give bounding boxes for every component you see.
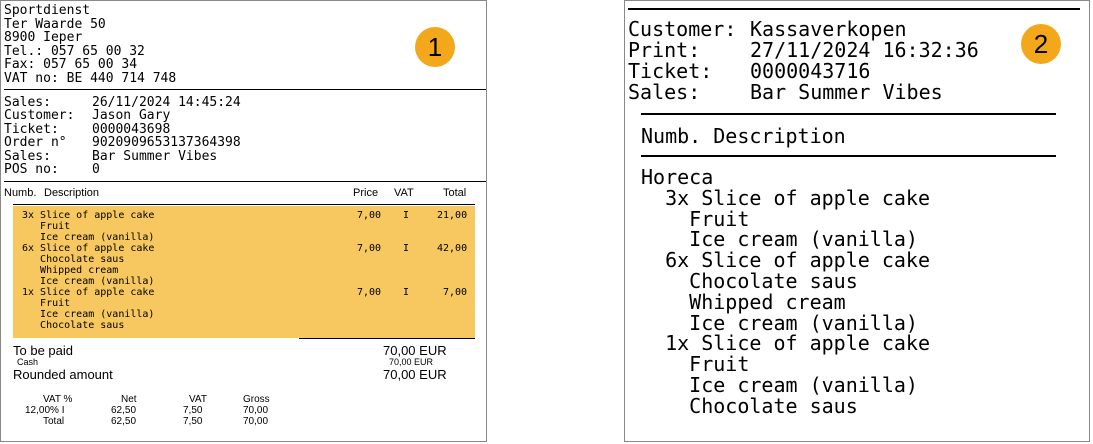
line-item-text: 6x Slice of apple cake Chocolate saus Wh… bbox=[22, 243, 155, 287]
vat-cell: 12,00% I bbox=[25, 405, 65, 416]
list-item: Whipped cream bbox=[641, 289, 846, 314]
shop-city: 8900 Ieper bbox=[4, 30, 83, 46]
ticket-info: Sales: 26/11/2024 14:45:24 Customer: Jason… bbox=[4, 95, 241, 178]
line-item-text: 1x Slice of apple cake Fruit Ice cream (… bbox=[22, 287, 155, 331]
info-row: Ticket: 0000043698 bbox=[4, 121, 171, 137]
list-item: Chocolate saus bbox=[641, 393, 858, 418]
vat-header: Gross bbox=[243, 394, 270, 405]
callout-badge-1: 1 bbox=[415, 27, 455, 67]
divider bbox=[641, 155, 1056, 157]
info-row: Sales: 26/11/2024 14:45:24 bbox=[4, 95, 241, 110]
vat-cell: 70,00 bbox=[243, 416, 269, 427]
col-total: Total bbox=[443, 187, 467, 199]
vat-header: Net bbox=[121, 394, 137, 405]
shop-name: Sportdienst bbox=[4, 3, 91, 18]
list-item: 1x Slice of apple cake bbox=[641, 331, 930, 356]
rounded-amount-label: Rounded amount bbox=[13, 367, 113, 382]
line-price: 7,00 bbox=[357, 210, 382, 221]
print-info: Customer: Kassaverkopen Print: 27/11/2024 … bbox=[628, 19, 979, 103]
vat-cell: Total bbox=[43, 416, 65, 427]
info-row: Order n° 9020909653137364398 bbox=[4, 135, 241, 151]
vat-cell: 62,50 bbox=[111, 416, 137, 427]
vat-cell: 7,50 bbox=[183, 416, 203, 427]
callout-badge-2: 2 bbox=[1021, 24, 1061, 64]
list-item: 3x Slice of apple cake bbox=[641, 185, 930, 210]
line-price: 7,00 bbox=[357, 287, 382, 298]
divider bbox=[641, 113, 1056, 115]
vat-header: VAT % bbox=[43, 394, 73, 405]
shop-header: Sportdienst Ter Waarde 50 8900 Ieper Tel… bbox=[4, 4, 176, 86]
to-be-paid-label: To be paid bbox=[13, 343, 73, 358]
vat-cell: 70,00 bbox=[243, 405, 269, 416]
info-row: Sales: Bar Summer Vibes bbox=[628, 80, 943, 104]
order-lines: 3x Slice of apple cake Fruit Ice cream (… bbox=[13, 206, 475, 338]
info-row: Customer: Kassaverkopen bbox=[628, 17, 907, 41]
shop-tel: Tel.: 057 65 00 32 bbox=[4, 43, 145, 59]
vat-cell: 62,50 bbox=[111, 405, 137, 416]
list-item: Ice cream (vanilla) bbox=[641, 372, 918, 397]
kitchen-items: Horeca 3x Slice of apple cake Fruit Ice … bbox=[641, 167, 930, 417]
cash-value: 70,00 EUR bbox=[389, 357, 434, 367]
col-price: Price bbox=[353, 187, 379, 199]
info-row: Sales: Bar Summer Vibes bbox=[4, 148, 218, 164]
line-vat: I bbox=[403, 287, 410, 298]
list-item: Horeca bbox=[641, 165, 714, 189]
line-price: 7,00 bbox=[357, 243, 382, 254]
divider bbox=[628, 8, 1080, 10]
column-headers: Numb. Description Price VAT Total bbox=[4, 187, 484, 201]
line-total: 21,00 bbox=[437, 210, 468, 221]
divider bbox=[4, 181, 486, 182]
cash-label: Cash bbox=[17, 357, 39, 367]
col-vat: VAT bbox=[394, 187, 414, 199]
divider bbox=[4, 89, 486, 90]
column-header: Numb. Description bbox=[641, 124, 846, 148]
col-description: Description bbox=[44, 187, 100, 199]
line-vat: I bbox=[403, 210, 410, 221]
info-row: Print: 27/11/2024 16:32:36 bbox=[628, 38, 979, 62]
shop-vat-no: VAT no: BE 440 714 748 bbox=[4, 70, 177, 86]
line-vat: I bbox=[403, 243, 410, 254]
list-item: Fruit bbox=[641, 206, 750, 231]
shop-fax: Fax: 057 65 00 34 bbox=[4, 57, 138, 73]
line-total: 7,00 bbox=[443, 287, 468, 298]
line-total: 42,00 bbox=[437, 243, 468, 254]
col-numb: Numb. bbox=[4, 187, 37, 199]
rounded-amount-value: 70,00 EUR bbox=[383, 367, 447, 382]
list-item: Chocolate saus bbox=[641, 268, 858, 293]
info-row: Customer: Jason Gary bbox=[4, 108, 171, 124]
receipt-1: Sportdienst Ter Waarde 50 8900 Ieper Tel… bbox=[0, 0, 487, 442]
info-row: POS no: 0 bbox=[4, 162, 100, 178]
to-be-paid-value: 70,00 EUR bbox=[383, 343, 447, 358]
divider bbox=[13, 204, 475, 205]
vat-cell: 7,50 bbox=[183, 405, 203, 416]
receipt-2: 2 Customer: Kassaverkopen Print: 27/11/202… bbox=[624, 0, 1090, 442]
list-item: Ice cream (vanilla) bbox=[641, 227, 918, 252]
info-row: Ticket: 0000043716 bbox=[628, 59, 871, 83]
vat-header: VAT bbox=[189, 394, 207, 405]
line-item-text: 3x Slice of apple cake Fruit Ice cream (… bbox=[22, 210, 155, 243]
shop-street: Ter Waarde 50 bbox=[4, 16, 106, 32]
list-item: 6x Slice of apple cake bbox=[641, 248, 930, 273]
list-item: Fruit bbox=[641, 352, 750, 377]
list-item: Ice cream (vanilla) bbox=[641, 310, 918, 335]
divider bbox=[299, 338, 475, 339]
